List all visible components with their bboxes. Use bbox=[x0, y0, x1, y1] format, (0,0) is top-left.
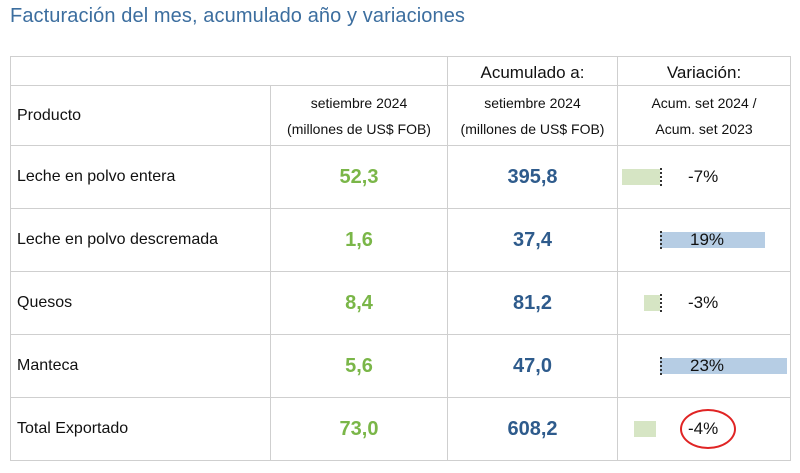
producto-header: Producto bbox=[10, 85, 271, 146]
table-row: Leche en polvo descremada 1,6 37,4 19% bbox=[10, 208, 791, 272]
header-row-top: Acumulado a: Variación: bbox=[10, 56, 791, 86]
month-value: 8,4 bbox=[270, 271, 448, 335]
accum-column-header: setiembre 2024 (millones de US$ FOB) bbox=[447, 85, 618, 146]
accum-value: 395,8 bbox=[447, 145, 618, 209]
accum-value: 37,4 bbox=[447, 208, 618, 272]
accum-value: 608,2 bbox=[447, 397, 618, 461]
variation-cell: -7% bbox=[617, 145, 791, 209]
table-row-total: Total Exportado 73,0 608,2 -4% bbox=[10, 397, 791, 461]
header-empty-cell bbox=[10, 56, 448, 86]
variation-value: -3% bbox=[688, 293, 719, 312]
month-header-line2: (millones de US$ FOB) bbox=[287, 120, 431, 137]
variation-value: -7% bbox=[688, 167, 719, 186]
highlight-circle bbox=[680, 409, 736, 449]
month-value: 5,6 bbox=[270, 334, 448, 398]
variation-header-line2: Acum. set 2023 bbox=[655, 120, 753, 137]
variation-cell: -3% bbox=[617, 271, 791, 335]
variation-column-header: Acum. set 2024 / Acum. set 2023 bbox=[617, 85, 791, 146]
month-column-header: setiembre 2024 (millones de US$ FOB) bbox=[270, 85, 448, 146]
billing-table: Acumulado a: Variación: Producto setiemb… bbox=[10, 56, 791, 461]
variation-bar bbox=[660, 358, 787, 374]
product-name: Quesos bbox=[10, 271, 271, 335]
variation-header-line1: Acum. set 2024 / bbox=[651, 94, 757, 111]
header-row-sub: Producto setiembre 2024 (millones de US$… bbox=[10, 85, 791, 146]
variation-bar bbox=[621, 169, 660, 185]
accum-header-line2: (millones de US$ FOB) bbox=[460, 120, 605, 137]
variation-axis bbox=[660, 294, 662, 312]
product-name: Total Exportado bbox=[10, 397, 271, 461]
variation-cell: -4% bbox=[617, 397, 791, 461]
month-value: 1,6 bbox=[270, 208, 448, 272]
acumulado-header: Acumulado a: bbox=[447, 56, 618, 86]
product-name: Manteca bbox=[10, 334, 271, 398]
variacion-header: Variación: bbox=[617, 56, 791, 86]
variation-bar bbox=[660, 232, 765, 248]
table-row: Manteca 5,6 47,0 23% bbox=[10, 334, 791, 398]
product-name: Leche en polvo descremada bbox=[10, 208, 271, 272]
accum-value: 81,2 bbox=[447, 271, 618, 335]
accum-header-line1: setiembre 2024 bbox=[484, 94, 581, 111]
month-header-line1: setiembre 2024 bbox=[310, 94, 408, 111]
variation-value: 23% bbox=[690, 356, 725, 375]
month-value: 52,3 bbox=[270, 145, 448, 209]
variation-value: 19% bbox=[690, 230, 725, 249]
variation-axis bbox=[660, 231, 662, 249]
variation-cell: 19% bbox=[617, 208, 791, 272]
variation-bar bbox=[634, 421, 656, 437]
variation-bar bbox=[643, 295, 660, 311]
variation-axis bbox=[660, 168, 662, 186]
accum-value: 47,0 bbox=[447, 334, 618, 398]
table-row: Leche en polvo entera 52,3 395,8 -7% bbox=[10, 145, 791, 209]
page-title: Facturación del mes, acumulado año y var… bbox=[10, 5, 466, 27]
month-value: 73,0 bbox=[270, 397, 448, 461]
variation-cell: 23% bbox=[617, 334, 791, 398]
table-row: Quesos 8,4 81,2 -3% bbox=[10, 271, 791, 335]
product-name: Leche en polvo entera bbox=[10, 145, 271, 209]
variation-axis bbox=[660, 357, 662, 375]
